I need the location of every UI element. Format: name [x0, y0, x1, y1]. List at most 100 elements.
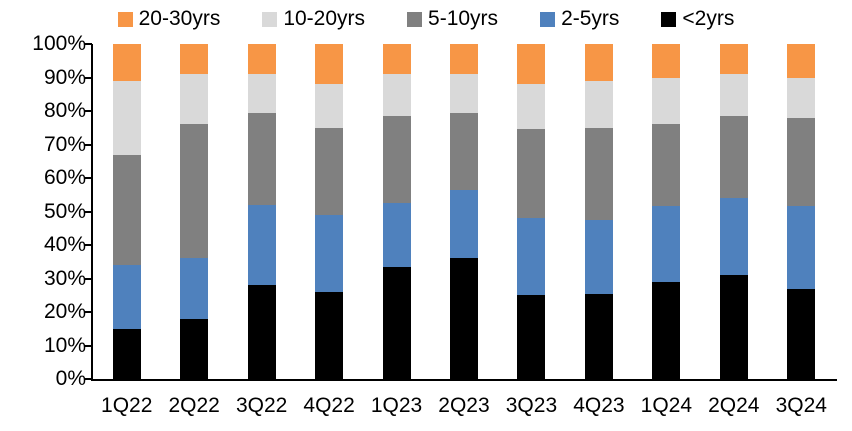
- bar-2q23: [449, 44, 478, 379]
- legend-label: <2yrs: [682, 7, 735, 30]
- bar-segment--2yrs: [180, 318, 209, 379]
- legend-item-5-10yrs: 5-10yrs: [407, 7, 498, 31]
- y-axis-tick-label: 100%: [32, 32, 86, 55]
- bar-segment-20-30yrs: [112, 44, 141, 81]
- bar-segment--2yrs: [787, 288, 816, 379]
- bar-segment-5-10yrs: [382, 116, 411, 204]
- y-axis-tick-label: 80%: [43, 99, 86, 122]
- y-axis-tick-label: 30%: [43, 266, 86, 290]
- legend-swatch-icon: [540, 11, 556, 27]
- x-axis-labels: 1Q22 2Q22 3Q22 4Q22 1Q23 2Q23 3Q23 4Q23 1Q24 2Q24…: [93, 394, 835, 418]
- bar-segment-5-10yrs: [112, 154, 141, 266]
- bar-segment-10-20yrs: [382, 74, 411, 117]
- chart-legend: 20-30yrs 10-20yrs 5-10yrs 2-5yrs <2yrs: [0, 7, 852, 31]
- bar-2q24: [719, 44, 748, 379]
- y-axis-tick: [84, 210, 92, 213]
- bar-segment-5-10yrs: [517, 129, 546, 219]
- bar-cell-1q24: [633, 44, 700, 379]
- y-axis-tick-label: 70%: [43, 132, 86, 156]
- bar-segment-5-10yrs: [180, 124, 209, 259]
- bar-segment-5-10yrs: [247, 112, 276, 205]
- bar-segment-2-5yrs: [449, 189, 478, 259]
- y-axis-tick: [84, 177, 92, 179]
- bar-1q24: [652, 44, 681, 379]
- y-axis-tick-label: 10%: [43, 333, 86, 357]
- bar-segment-10-20yrs: [180, 74, 209, 125]
- plot-area: [93, 44, 835, 379]
- x-axis-line: [91, 379, 837, 381]
- x-axis-label-3q24: 3Q24: [775, 394, 827, 417]
- bar-segment-20-30yrs: [652, 44, 681, 78]
- bar-segment--2yrs: [652, 281, 681, 379]
- bar-1q22: [112, 44, 141, 379]
- x-axis-label-3q23: 3Q23: [505, 394, 558, 417]
- y-axis-tick-label: 20%: [43, 300, 86, 323]
- x-axis-label-4q23: 4Q23: [573, 394, 625, 417]
- bar-segment-20-30yrs: [180, 44, 209, 75]
- bar-segment--2yrs: [517, 295, 546, 379]
- bar-cell-2q24: [700, 44, 767, 379]
- bar-segment-20-30yrs: [382, 44, 411, 75]
- bar-segment--2yrs: [382, 266, 411, 379]
- bar-segment--2yrs: [315, 291, 344, 379]
- bar-segment-20-30yrs: [247, 44, 276, 75]
- y-axis-tick-label: 90%: [43, 65, 86, 89]
- x-axis-label-4q22: 4Q22: [303, 394, 355, 417]
- bar-segment--2yrs: [247, 285, 276, 379]
- bar-cell-3q22: [228, 44, 295, 379]
- bar-segment-5-10yrs: [652, 124, 681, 207]
- bar-segment-20-30yrs: [787, 44, 816, 78]
- bar-cell-3q24: [768, 44, 835, 379]
- bar-2q22: [180, 44, 209, 379]
- legend-item--2yrs: <2yrs: [661, 7, 734, 31]
- bar-cell-1q22: [93, 44, 160, 379]
- y-axis-tick: [84, 378, 92, 380]
- legend-label: 5-10yrs: [428, 7, 499, 30]
- bar-segment-2-5yrs: [517, 218, 546, 296]
- bar-segment-5-10yrs: [449, 112, 478, 190]
- x-axis-label-3q22: 3Q22: [235, 394, 288, 417]
- bar-4q23: [584, 44, 613, 379]
- bar-segment-2-5yrs: [787, 206, 816, 289]
- y-axis-tick-label: 50%: [43, 199, 86, 223]
- bar-segment-5-10yrs: [315, 127, 344, 215]
- x-axis-label-2q24: 2Q24: [708, 394, 760, 417]
- legend-label: 10-20yrs: [283, 7, 366, 30]
- bar-segment-10-20yrs: [315, 84, 344, 128]
- y-axis-tick: [84, 244, 92, 246]
- bar-segment--2yrs: [449, 258, 478, 379]
- bar-segment-2-5yrs: [180, 258, 209, 319]
- bar-segment-10-20yrs: [517, 84, 546, 130]
- bar-3q23: [517, 44, 546, 379]
- bar-4q22: [315, 44, 344, 379]
- y-axis-tick: [84, 143, 92, 146]
- y-axis-tick: [84, 43, 92, 45]
- bar-segment-2-5yrs: [719, 198, 748, 276]
- bar-segment--2yrs: [719, 275, 748, 379]
- legend-label: 2-5yrs: [561, 7, 620, 30]
- bar-segment-20-30yrs: [584, 44, 613, 81]
- bar-1q23: [382, 44, 411, 379]
- y-axis-tick: [84, 110, 92, 112]
- bar-cell-4q22: [295, 44, 362, 379]
- bar-segment-10-20yrs: [584, 80, 613, 128]
- bar-segment-2-5yrs: [382, 203, 411, 267]
- bar-cell-1q23: [363, 44, 430, 379]
- y-axis-tick-label: 40%: [43, 233, 86, 256]
- y-axis-tick: [84, 76, 92, 79]
- bar-segment-2-5yrs: [315, 214, 344, 292]
- bar-segment-10-20yrs: [787, 77, 816, 118]
- bar-segment-5-10yrs: [787, 117, 816, 207]
- x-axis-label-2q23: 2Q23: [438, 394, 490, 417]
- legend-label: 20-30yrs: [138, 7, 221, 30]
- bar-cell-2q22: [160, 44, 227, 379]
- bar-segment-20-30yrs: [517, 44, 546, 85]
- y-axis-tick: [84, 311, 92, 313]
- bar-segment-20-30yrs: [449, 44, 478, 75]
- bar-segment--2yrs: [112, 328, 141, 379]
- bar-segment-5-10yrs: [719, 116, 748, 199]
- x-axis-label-1q24: 1Q24: [640, 394, 693, 417]
- bar-3q24: [787, 44, 816, 379]
- bar-segment-10-20yrs: [652, 77, 681, 125]
